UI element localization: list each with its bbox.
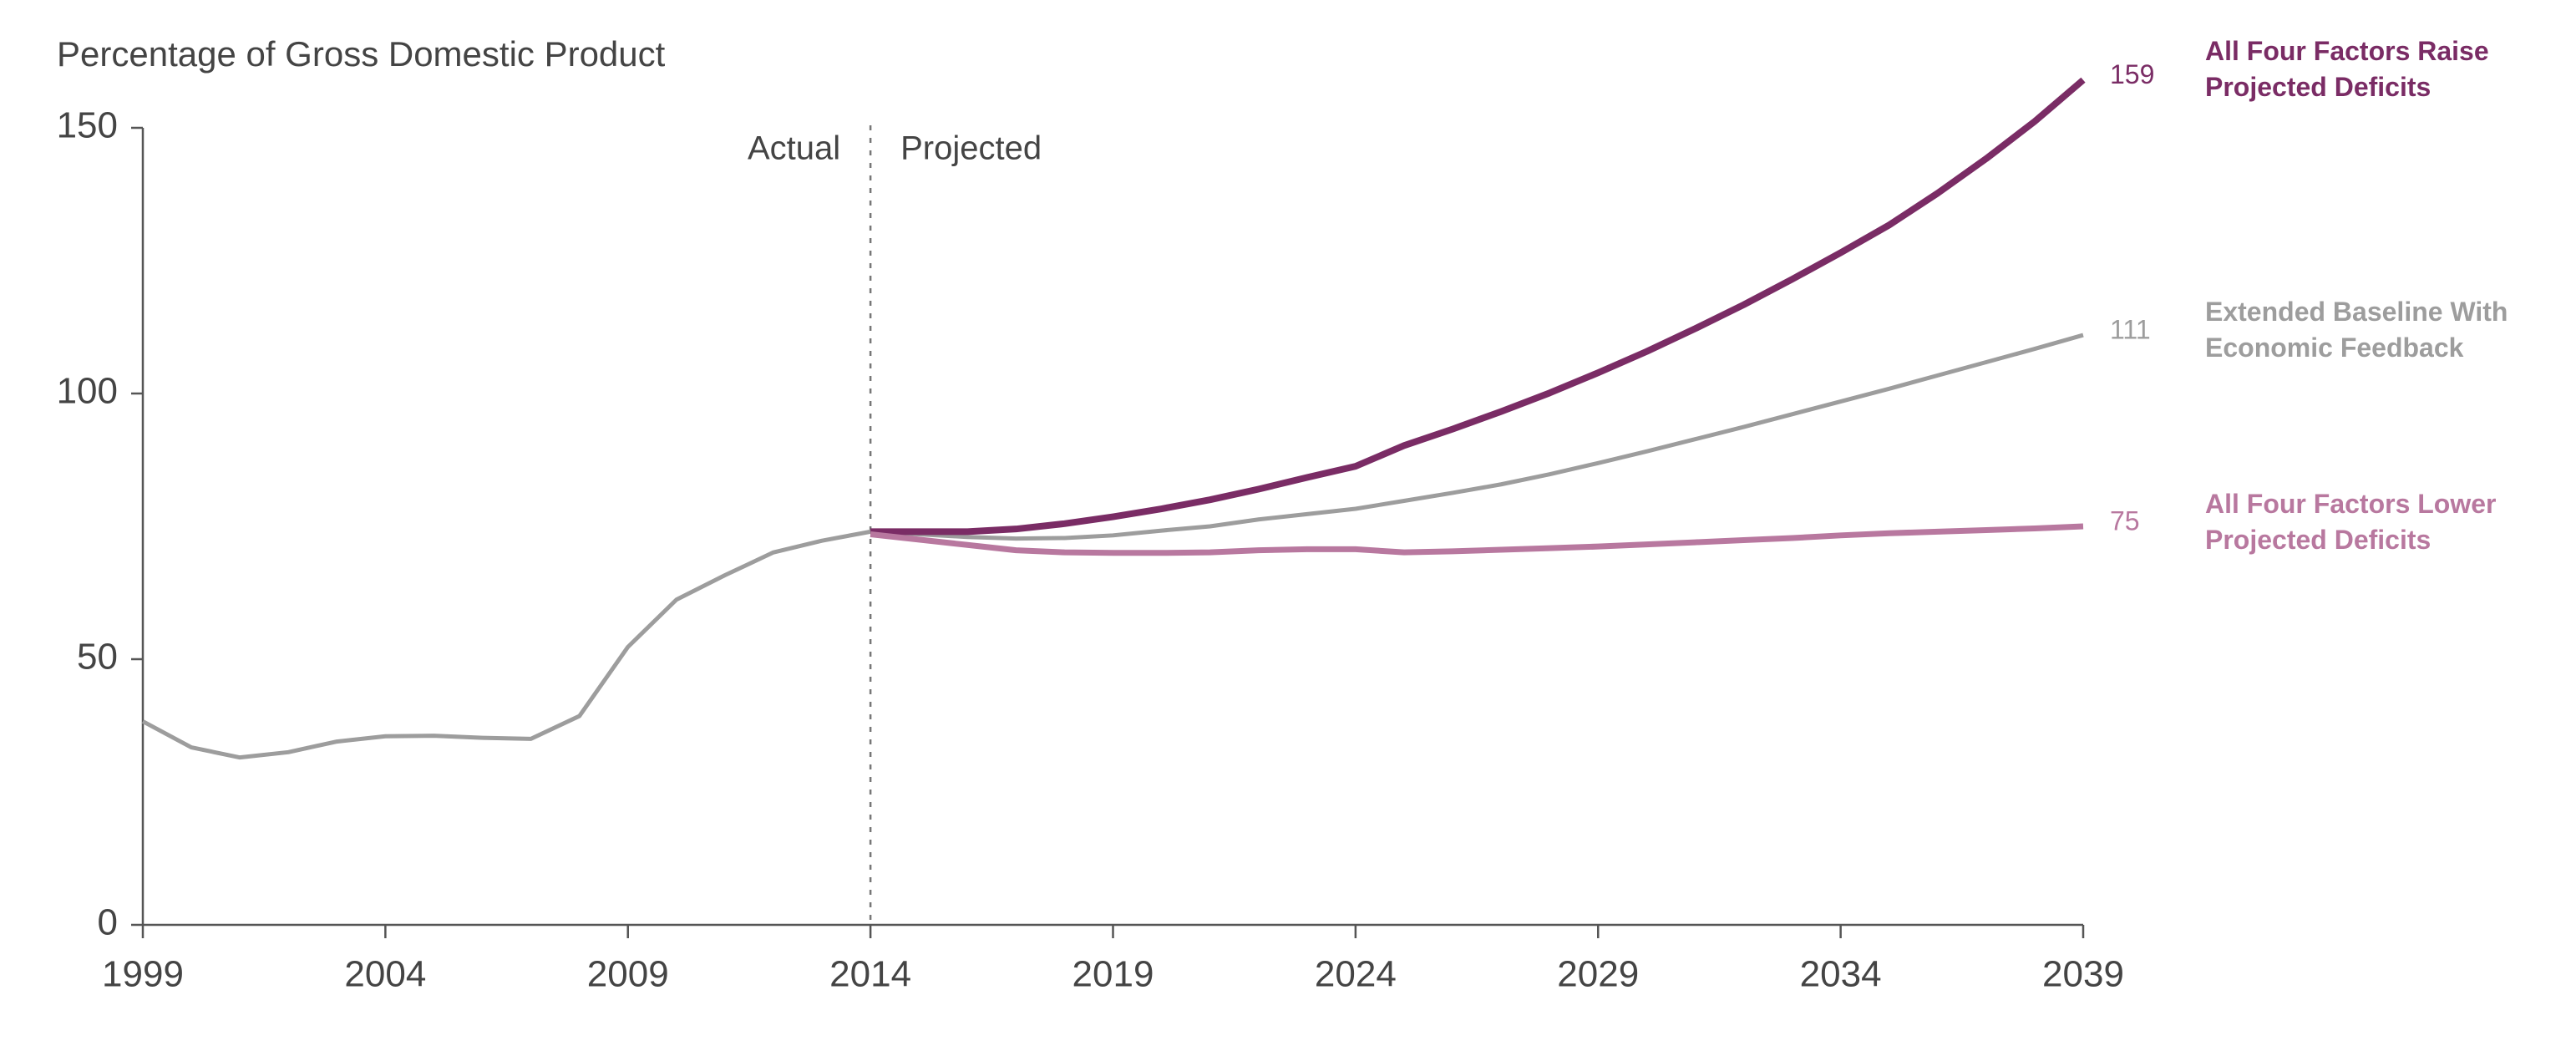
series-label: All Four Factors Lower Projected Deficit…: [2205, 489, 2497, 556]
x-tick-label: 2024: [1315, 954, 1397, 995]
annotation: Projected: [900, 130, 1042, 167]
x-tick-label: 2034: [1800, 954, 1882, 995]
series-label: All Four Factors Raise Projected Deficit…: [2205, 36, 2489, 103]
end-value-label: 159: [2110, 59, 2154, 89]
chart-title: Percentage of Gross Domestic Product: [57, 34, 666, 74]
series-line: [870, 523, 2084, 556]
x-tick-label: 2029: [1557, 954, 1639, 995]
series-label: Extended Baseline With Economic Feedback: [2205, 297, 2508, 363]
x-tick-label: 2039: [2042, 954, 2124, 995]
series-line: [141, 333, 2084, 760]
x-tick-label: 2009: [587, 954, 669, 995]
y-tick-label: 0: [98, 902, 118, 943]
y-tick-label: 50: [77, 637, 118, 678]
x-tick-label: 2019: [1072, 954, 1154, 995]
x-tick-label: 2004: [344, 954, 426, 995]
end-value-label: 75: [2110, 505, 2140, 536]
x-tick-label: 2014: [829, 954, 911, 995]
y-tick-label: 100: [57, 371, 118, 412]
x-tick-label: 1999: [102, 954, 184, 995]
end-value-label: 111: [2110, 314, 2151, 344]
y-tick-label: 150: [57, 105, 118, 146]
series-line: [870, 77, 2086, 536]
annotation: Actual: [748, 130, 840, 167]
